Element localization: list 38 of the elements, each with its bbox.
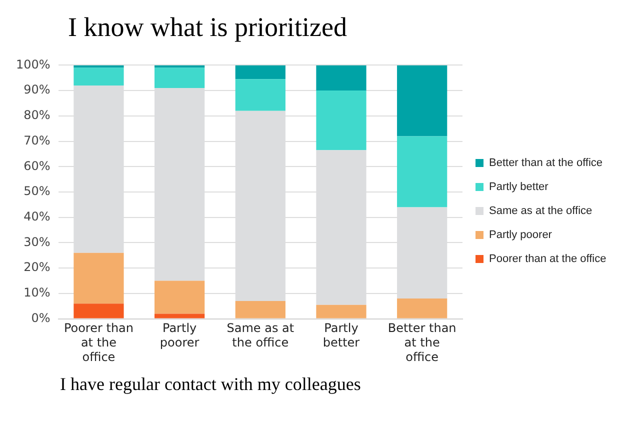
x-tick-label: Partly poorer bbox=[160, 321, 200, 350]
legend-label: Partly better bbox=[489, 181, 549, 194]
bar bbox=[397, 65, 448, 136]
x-tick-label: Partly better bbox=[322, 321, 360, 350]
bar bbox=[316, 304, 366, 318]
y-tick-label: 10% bbox=[24, 286, 50, 300]
y-tick-label: 100% bbox=[16, 57, 50, 72]
legend-label: Better than at the office bbox=[489, 157, 603, 170]
bar bbox=[74, 68, 124, 86]
bar bbox=[397, 136, 448, 208]
y-tick-label: 40% bbox=[24, 209, 50, 224]
x-tick-label: Poorer than at the office bbox=[64, 321, 134, 364]
y-tick-label: 60% bbox=[24, 158, 50, 173]
bar bbox=[154, 280, 205, 314]
legend-label: Partly poorer bbox=[489, 229, 552, 242]
legend-label: Same as at the office bbox=[489, 205, 592, 218]
bar bbox=[154, 314, 205, 318]
x-axis-title: I have regular contact with my colleagues bbox=[60, 374, 362, 395]
bar bbox=[316, 90, 366, 150]
y-tick-label: 20% bbox=[24, 260, 50, 274]
legend-label: Poorer than at the office bbox=[489, 253, 606, 266]
bar bbox=[235, 79, 286, 111]
bar bbox=[74, 304, 124, 318]
y-tick-label: 0% bbox=[31, 310, 50, 325]
chart-title: I know what is prioritized bbox=[68, 12, 348, 44]
y-tick-label: 80% bbox=[24, 108, 50, 122]
x-tick-label: Better than at the office bbox=[388, 321, 456, 364]
x-tick-label: Same as at the office bbox=[226, 321, 294, 350]
y-tick-label: 70% bbox=[24, 133, 50, 148]
bar bbox=[235, 65, 286, 80]
bar bbox=[397, 298, 448, 318]
y-tick-label: 50% bbox=[24, 184, 50, 198]
y-tick-label: 90% bbox=[24, 82, 50, 97]
bar bbox=[74, 252, 124, 304]
bar bbox=[235, 301, 286, 318]
bar bbox=[316, 65, 366, 91]
bar bbox=[154, 68, 205, 88]
y-tick-label: 30% bbox=[24, 234, 50, 249]
